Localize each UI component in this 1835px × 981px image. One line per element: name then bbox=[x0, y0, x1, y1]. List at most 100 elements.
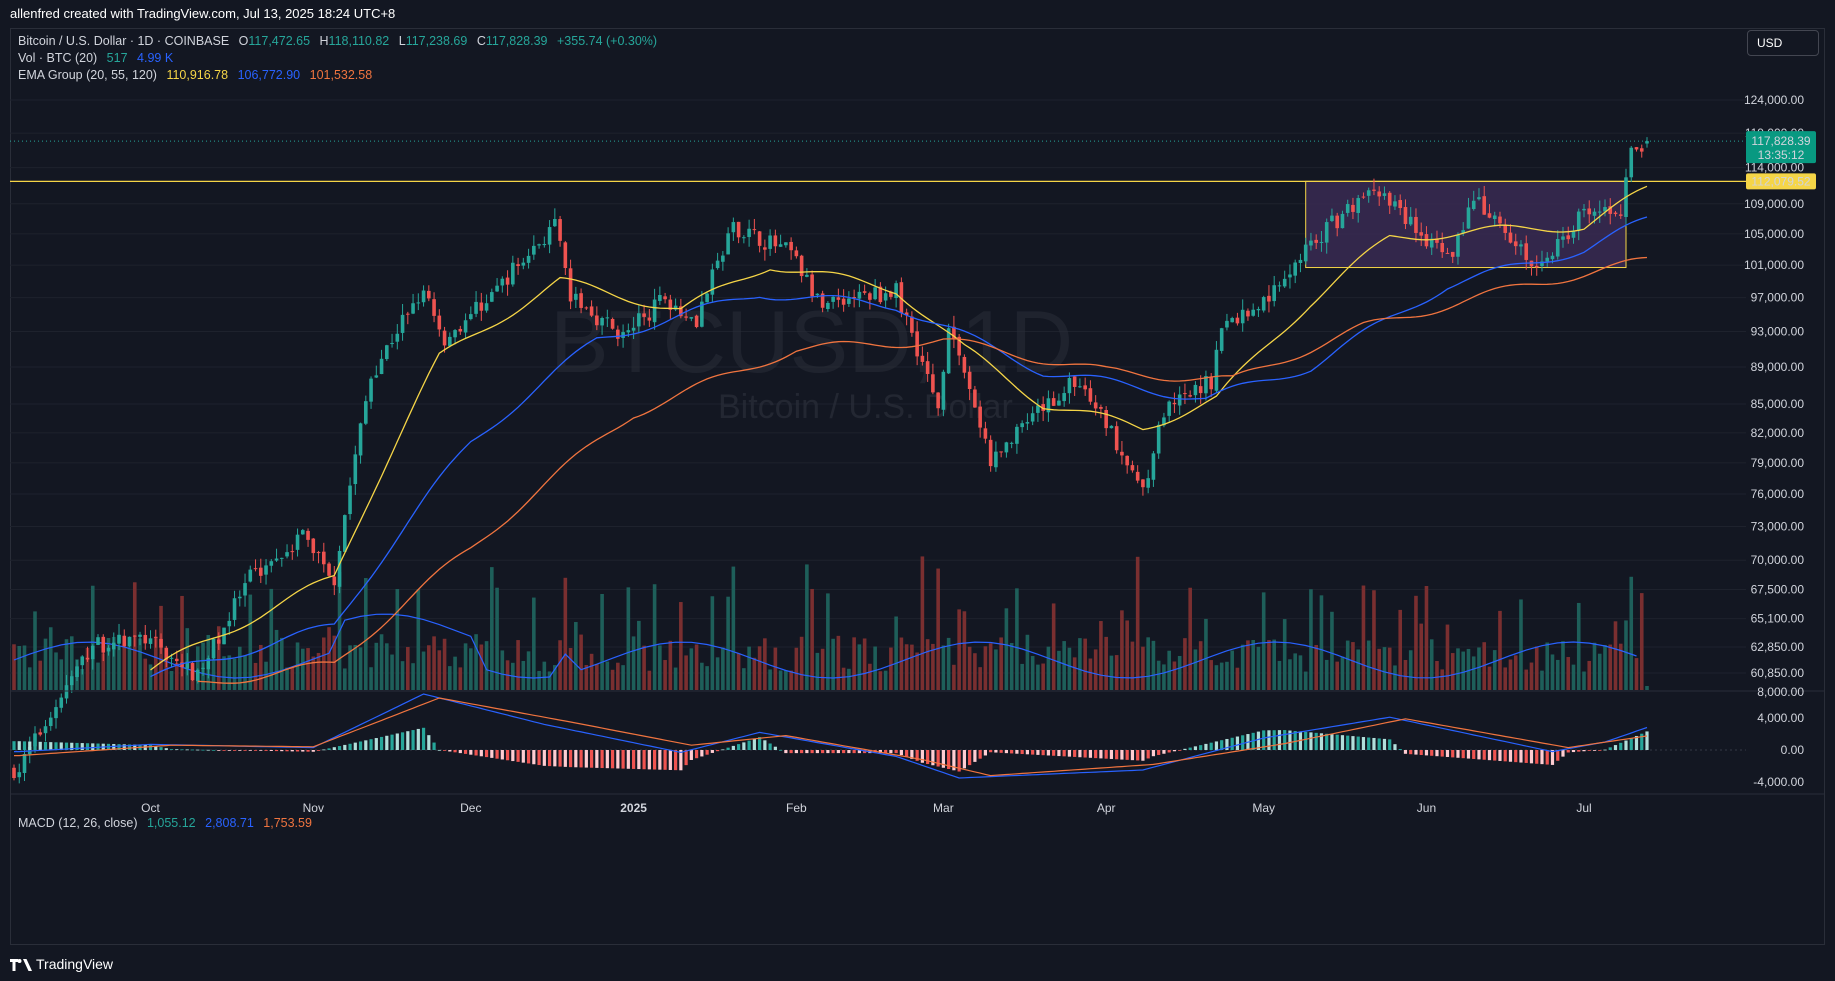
candle-body bbox=[532, 245, 536, 255]
macd-histogram-bar bbox=[737, 744, 741, 750]
macd-histogram-bar bbox=[1466, 750, 1471, 759]
volume-bar bbox=[59, 659, 64, 690]
macd-histogram-bar bbox=[674, 750, 678, 771]
candle-body bbox=[526, 255, 531, 263]
price-tick-label: 93,000.00 bbox=[1751, 325, 1805, 339]
macd-histogram-bar bbox=[395, 733, 399, 750]
macd-tick-label: -4,000.00 bbox=[1753, 775, 1804, 789]
macd-histogram-bar bbox=[905, 750, 909, 757]
volume-bar bbox=[658, 645, 662, 690]
macd-histogram-bar bbox=[700, 750, 704, 757]
volume-bar bbox=[1009, 642, 1014, 690]
candle-body bbox=[300, 530, 305, 535]
volume-bar bbox=[348, 645, 352, 690]
volume-bar bbox=[605, 661, 610, 690]
candle-body bbox=[1513, 241, 1518, 247]
candlestick-chart[interactable]: BTCUSD, 1D Bitcoin / U.S. Dollar 124,000… bbox=[10, 28, 1825, 945]
macd-histogram-bar bbox=[547, 750, 552, 767]
macd-histogram-bar bbox=[1487, 750, 1492, 761]
macd-histogram-bar bbox=[521, 750, 525, 763]
volume-bar bbox=[1482, 642, 1487, 690]
macd-histogram-bar bbox=[705, 750, 709, 755]
volume-bar bbox=[321, 637, 326, 690]
candle-body bbox=[558, 219, 562, 241]
macd-histogram-bar bbox=[1062, 750, 1066, 757]
volume-bar bbox=[700, 662, 704, 690]
macd-histogram-bar bbox=[1010, 750, 1014, 754]
macd-histogram-bar bbox=[1015, 750, 1019, 754]
candle-body bbox=[537, 244, 541, 246]
candle-body bbox=[22, 754, 27, 774]
volume-bar bbox=[390, 654, 394, 690]
macd-histogram-bar bbox=[432, 742, 436, 750]
candle-body bbox=[132, 635, 137, 637]
macd-histogram-bar bbox=[1556, 750, 1560, 761]
macd-histogram-bar bbox=[994, 750, 998, 753]
candle-body bbox=[169, 657, 174, 659]
macd-histogram-bar bbox=[1241, 735, 1245, 750]
legend-low-label: L bbox=[398, 34, 406, 48]
candle-body bbox=[1230, 318, 1234, 323]
candle-body bbox=[1293, 262, 1297, 276]
candle-body bbox=[910, 316, 914, 333]
volume-bar bbox=[920, 556, 925, 690]
macd-histogram-bar bbox=[1225, 738, 1229, 750]
volume-bar bbox=[1419, 623, 1424, 690]
legend-change: +355.74 (+0.30%) bbox=[556, 34, 658, 48]
volume-bar bbox=[526, 651, 531, 690]
time-tick-label: Oct bbox=[141, 801, 160, 815]
volume-bar bbox=[915, 652, 919, 690]
ema-lines bbox=[150, 185, 1648, 684]
volume-bar bbox=[1508, 659, 1513, 690]
volume-bar bbox=[1057, 650, 1061, 690]
volume-bar bbox=[311, 656, 316, 690]
volume-bar bbox=[490, 567, 494, 690]
volume-bar bbox=[1361, 585, 1366, 690]
volume-bar bbox=[369, 667, 373, 690]
volume-bar bbox=[1429, 639, 1434, 690]
legend-volume: Vol · BTC (20) 517 4.99 K bbox=[18, 50, 173, 67]
macd-histogram-bar bbox=[369, 739, 373, 750]
candle-body bbox=[857, 291, 862, 299]
legend-vol-value: 517 bbox=[106, 51, 128, 65]
volume-bar bbox=[1125, 620, 1129, 690]
legend-close: 117,828.39 bbox=[485, 34, 548, 48]
macd-histogram-bar bbox=[1608, 747, 1612, 750]
volume-bar bbox=[1219, 662, 1224, 690]
legend-macd-label: MACD (12, 26, close) bbox=[18, 816, 138, 830]
volume-bar bbox=[364, 578, 368, 690]
volume-bar bbox=[1639, 593, 1644, 690]
macd-histogram-bar bbox=[38, 741, 42, 750]
macd-histogram-bar bbox=[652, 750, 657, 770]
legend-vol-label: Vol · BTC (20) bbox=[18, 51, 98, 65]
candle-body bbox=[516, 264, 520, 267]
candle-body bbox=[311, 538, 316, 554]
volume-bar bbox=[1424, 585, 1429, 690]
macd-histogram-bar bbox=[91, 743, 95, 750]
legend-high: 118,110.82 bbox=[328, 34, 390, 48]
volume-bar bbox=[1072, 657, 1077, 690]
macd-histogram-bar bbox=[1183, 748, 1187, 750]
candle-body bbox=[69, 676, 74, 686]
macd-histogram-bar bbox=[1424, 750, 1429, 756]
volume-bar bbox=[269, 588, 274, 690]
macd-histogram-bar bbox=[1550, 750, 1555, 765]
volume-bar bbox=[1256, 646, 1261, 690]
macd-histogram-bar bbox=[842, 750, 846, 754]
macd-histogram-bar bbox=[374, 738, 378, 750]
candle-body bbox=[138, 634, 142, 637]
volume-bar bbox=[1230, 650, 1234, 690]
macd-histogram-bar bbox=[563, 750, 567, 767]
volume-bar bbox=[532, 597, 536, 690]
currency-button[interactable]: USD bbox=[1747, 30, 1819, 56]
volume-bar bbox=[1146, 637, 1150, 690]
candle-body bbox=[1356, 198, 1361, 213]
price-tick-label: 73,000.00 bbox=[1751, 519, 1805, 533]
macd-histogram-bar bbox=[49, 742, 53, 750]
macd-histogram-bar bbox=[978, 750, 982, 759]
macd-histogram-bar bbox=[1141, 750, 1145, 761]
candle-body bbox=[637, 313, 641, 327]
volume-bar bbox=[1445, 624, 1450, 690]
current-price-badge bbox=[1746, 131, 1816, 164]
volume-bar bbox=[831, 638, 835, 690]
